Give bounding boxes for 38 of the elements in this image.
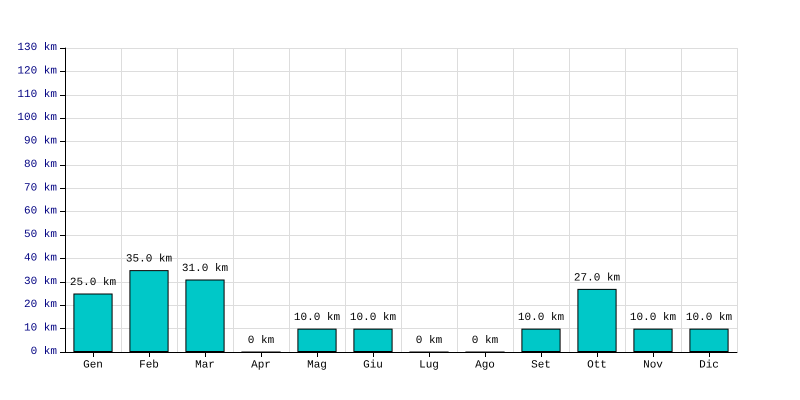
y-tick-label: 20 km — [24, 299, 58, 312]
y-tick-label: 110 km — [17, 88, 58, 101]
x-tick-label: Dic — [699, 360, 719, 372]
data-label: 10.0 km — [518, 312, 564, 324]
data-label: 0 km — [472, 335, 499, 347]
y-tick-label: 30 km — [24, 276, 58, 288]
x-tick-label: Ago — [475, 360, 495, 372]
x-tick-label: Nov — [643, 360, 664, 372]
data-label: 10.0 km — [686, 312, 732, 324]
y-tick-label: 80 km — [24, 158, 58, 171]
data-label: 10.0 km — [630, 312, 676, 324]
x-tick-label: Feb — [139, 360, 159, 372]
y-tick-label: 130 km — [17, 42, 58, 54]
y-tick-label: 50 km — [24, 229, 58, 242]
y-tick-label: 40 km — [24, 252, 58, 264]
data-label: 0 km — [248, 335, 275, 347]
x-tick-label: Apr — [251, 360, 271, 372]
x-tick-label: Ott — [587, 360, 607, 372]
y-tick-label: 70 km — [24, 182, 58, 194]
y-tick-label: 60 km — [24, 206, 58, 218]
data-label: 27.0 km — [574, 272, 620, 284]
x-tick-label: Set — [531, 360, 551, 372]
x-tick-label: Giu — [363, 360, 383, 372]
x-tick-label: Lug — [419, 360, 439, 372]
data-label: 35.0 km — [126, 254, 172, 266]
data-label: 25.0 km — [70, 277, 116, 290]
data-label: 31.0 km — [182, 263, 228, 276]
x-tick-label: Mar — [195, 360, 215, 372]
y-tick-label: 10 km — [24, 322, 58, 335]
data-label: 0 km — [416, 335, 443, 347]
y-tick-label: 90 km — [24, 136, 58, 148]
x-tick-label: Gen — [83, 360, 103, 372]
x-tick-label: Mag — [307, 360, 327, 372]
data-label: 10.0 km — [350, 312, 396, 324]
data-label: 10.0 km — [294, 312, 340, 324]
y-tick-label: 0 km — [30, 346, 58, 358]
y-tick-label: 120 km — [17, 65, 58, 78]
y-tick-label: 100 km — [17, 112, 58, 124]
